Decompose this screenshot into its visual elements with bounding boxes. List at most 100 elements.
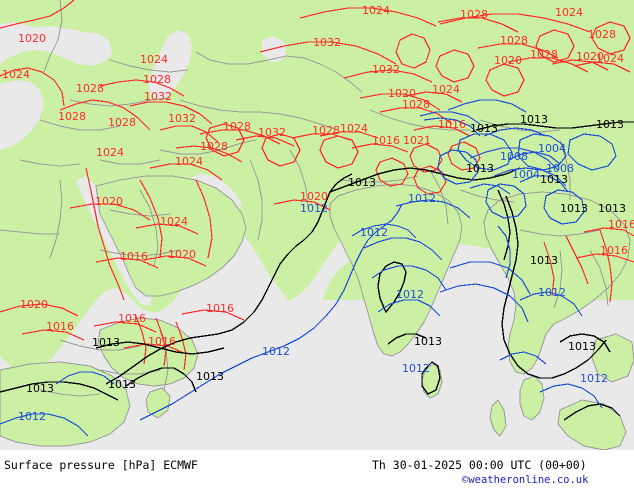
contour-label: 1013 bbox=[530, 254, 558, 267]
isobar-1020-c bbox=[359, 93, 441, 111]
border-set-15 bbox=[249, 159, 263, 241]
isobar-tangle-4 bbox=[535, 29, 575, 63]
contour-label: 1016 bbox=[608, 218, 634, 231]
contour-label: 1028 bbox=[200, 140, 228, 153]
isobar-1012-india-s bbox=[371, 265, 447, 291]
isobar-china-tangle-4 bbox=[437, 149, 479, 185]
isobar-1024-top bbox=[299, 7, 437, 27]
contour-label: 1024 bbox=[96, 146, 124, 159]
border-set-5 bbox=[195, 51, 363, 93]
isobar-tangle-10 bbox=[447, 141, 481, 171]
sea-caspian bbox=[148, 30, 192, 100]
isobar-1013-lanka-arc bbox=[387, 333, 427, 345]
contour-label: 1016 bbox=[120, 250, 148, 263]
isobar-tangle-2 bbox=[435, 49, 475, 83]
contour-label: 1028 bbox=[530, 48, 558, 61]
contour-label: 1032 bbox=[258, 126, 286, 139]
contour-label: 1032 bbox=[144, 90, 172, 103]
isobar-ethiopia-1 bbox=[135, 315, 147, 365]
contour-label: 1024 bbox=[140, 53, 168, 66]
isobar-1028-c bbox=[175, 145, 243, 163]
border-set-14 bbox=[99, 249, 181, 257]
contour-label: 1028 bbox=[58, 110, 86, 123]
sea-black-sea bbox=[30, 26, 106, 60]
isobar-1020-n bbox=[0, 303, 79, 317]
land-horn-africa bbox=[97, 317, 199, 387]
isobar-nepal bbox=[423, 117, 481, 137]
isobar-1024-m bbox=[135, 223, 199, 235]
isobar-1028-b bbox=[99, 79, 185, 97]
isobar-1016-r bbox=[583, 227, 634, 237]
isobar-1024-k bbox=[405, 91, 463, 103]
footer-datetime: Th 30-01-2025 00:00 UTC (00+00) bbox=[372, 458, 587, 472]
isobar-1013-indochina bbox=[501, 195, 607, 379]
isobar-1016-k bbox=[413, 125, 471, 137]
isobar-1024-l bbox=[149, 163, 223, 181]
isobar-china-tangle-6 bbox=[543, 189, 585, 225]
isobar-china-tangle-3 bbox=[567, 133, 617, 171]
contour-label: 1024 bbox=[362, 4, 390, 17]
isobar-1028-d bbox=[379, 107, 453, 125]
isobar-china-tangle-2 bbox=[517, 133, 567, 171]
isobar-nile bbox=[85, 167, 125, 301]
contour-label: 1020 bbox=[388, 87, 416, 100]
border-set-24 bbox=[553, 249, 563, 309]
isobar-1020-nw bbox=[0, 0, 75, 29]
border-set-7 bbox=[159, 139, 257, 155]
isobar-1013-china bbox=[475, 121, 634, 131]
pressure-map[interactable]: 1020 1024 1028 1028 1032 1032 1028 1028 1028 1024… bbox=[0, 0, 634, 450]
contour-label: 1028 bbox=[588, 28, 616, 41]
contour-label: 1008 bbox=[500, 150, 528, 163]
isobar-1013-sumatra bbox=[563, 403, 621, 421]
land-andaman bbox=[489, 399, 507, 437]
border-set-25 bbox=[589, 249, 609, 307]
border-set-9 bbox=[19, 159, 81, 167]
isobar-1004-china2 bbox=[507, 151, 561, 165]
isobar-se-1 bbox=[599, 229, 613, 303]
isobar-tangle-7 bbox=[261, 133, 301, 167]
contour-label: 1012 bbox=[402, 362, 430, 375]
border-set-13 bbox=[109, 209, 171, 217]
contour-label: 1013 bbox=[26, 382, 54, 395]
contour-label: 1020 bbox=[95, 195, 123, 208]
contour-label: 1012 bbox=[360, 226, 388, 239]
contour-label: 1016 bbox=[206, 302, 234, 315]
border-set-26 bbox=[59, 339, 141, 351]
isobar-1020-m bbox=[143, 255, 207, 267]
contour-label: 1013 bbox=[598, 202, 626, 215]
contour-label: 1020 bbox=[494, 54, 522, 67]
contour-label: 1013 bbox=[470, 122, 498, 135]
contour-label: 1004 bbox=[538, 142, 566, 155]
map-footer: Surface pressure [hPa] ECMWF Th 30-01-20… bbox=[0, 450, 634, 490]
contour-label: 1024 bbox=[175, 155, 203, 168]
isobar-1012-ne bbox=[419, 111, 481, 125]
isobar-tangle-9 bbox=[409, 143, 443, 173]
isobar-1012-arabian bbox=[139, 203, 403, 421]
contour-label: 1013 bbox=[92, 336, 120, 349]
land-indochina bbox=[483, 191, 631, 375]
border-set-18 bbox=[429, 169, 449, 225]
isobar-se-3 bbox=[543, 241, 555, 297]
border-set-28 bbox=[39, 389, 101, 397]
isobar-1012-africa bbox=[0, 413, 89, 437]
isobar-1028-a bbox=[59, 99, 151, 131]
isobar-1013-arabian bbox=[105, 173, 353, 385]
isobar-1013-myanmar bbox=[497, 189, 511, 261]
isobar-1028-h bbox=[477, 43, 559, 59]
isobar-1013-horn bbox=[125, 367, 197, 393]
border-set-11 bbox=[0, 229, 60, 235]
land-borneo-edge bbox=[591, 333, 634, 383]
isobar-1012-india-ss bbox=[377, 299, 441, 317]
contour-label: 1013 bbox=[196, 370, 224, 383]
contour-label: 1024 bbox=[596, 52, 624, 65]
isobar-china-tangle-1 bbox=[457, 133, 513, 171]
contour-label: 1020 bbox=[168, 248, 196, 261]
border-set-8 bbox=[99, 159, 161, 165]
contour-label: 1032 bbox=[168, 112, 196, 125]
isobar-1016-p bbox=[93, 321, 157, 333]
isobar-1016-q bbox=[123, 343, 187, 355]
contour-label: 1016 bbox=[118, 312, 146, 325]
contour-label: 1024 bbox=[340, 122, 368, 135]
contour-label: 1013 bbox=[520, 113, 548, 126]
isobar-tangle-3 bbox=[485, 63, 525, 97]
